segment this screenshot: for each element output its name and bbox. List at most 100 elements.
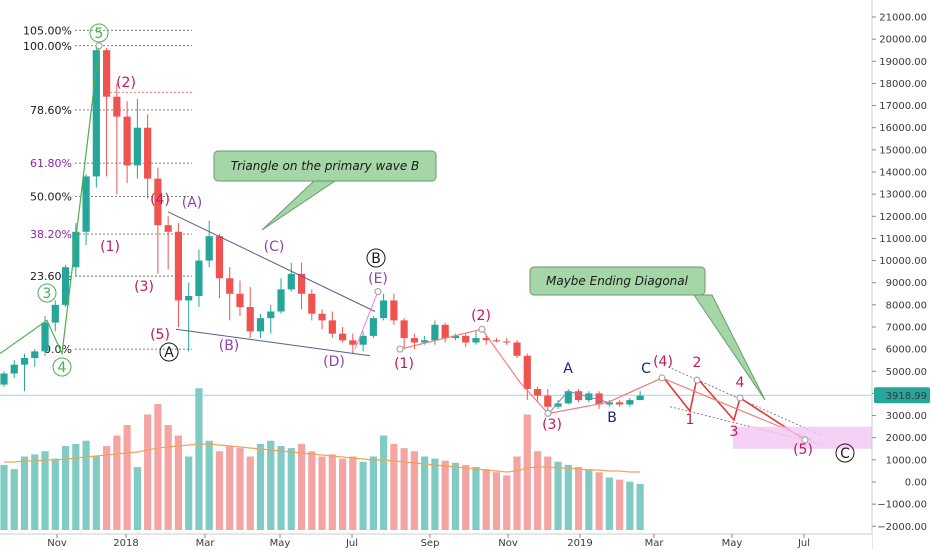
time-tick-label: Jul xyxy=(797,538,810,549)
wave-label: (B) xyxy=(219,338,240,354)
candle-body xyxy=(113,96,121,117)
candle-body xyxy=(236,293,244,308)
volume-bar xyxy=(20,456,29,530)
candle-body xyxy=(462,335,470,343)
wave-label: 1 xyxy=(686,412,695,428)
candle-body xyxy=(636,395,644,401)
wave-label: (2) xyxy=(116,75,136,91)
volume-bar xyxy=(451,462,460,530)
diagonal-upper xyxy=(667,366,823,436)
volume-bar xyxy=(400,448,408,530)
volume-bar xyxy=(31,454,39,530)
wave-label: (5) xyxy=(793,442,813,458)
wave-label: (5) xyxy=(150,327,170,343)
candle-body xyxy=(574,391,583,401)
volume-bar xyxy=(72,443,80,530)
volume-bar xyxy=(123,425,131,530)
volume-bar xyxy=(380,435,388,530)
candle-body xyxy=(451,335,460,339)
volume-bar xyxy=(308,451,316,530)
price-tick-label: 12000.00 xyxy=(879,212,927,223)
price-tick-label: −2000.00 xyxy=(877,522,927,533)
volume-bar xyxy=(574,467,583,530)
candle-body xyxy=(267,311,275,319)
wave-label: (1) xyxy=(100,239,120,255)
volume-bar xyxy=(226,446,234,530)
volume-bar xyxy=(287,448,295,530)
wave-label: (C) xyxy=(264,239,285,255)
volume-bar xyxy=(482,469,490,530)
current-price-label: 3918.99 xyxy=(886,391,927,402)
candle-body xyxy=(308,293,316,314)
annotation-text: Triangle on the primary wave B xyxy=(231,159,420,173)
candle-body xyxy=(72,231,80,268)
volume-bar xyxy=(410,451,418,530)
volume-bar xyxy=(256,443,265,530)
candle-body xyxy=(605,402,613,405)
price-tick-label: 9000.00 xyxy=(886,278,927,289)
volume-bar xyxy=(513,456,521,530)
wave-label: 3 xyxy=(43,286,52,302)
candle-body xyxy=(297,273,306,294)
volume-bar xyxy=(523,414,531,530)
time-tick-label: Mar xyxy=(196,538,216,549)
wave-label: C xyxy=(641,361,651,377)
price-tick-label: 7000.00 xyxy=(886,323,927,334)
volume-bar xyxy=(595,472,603,530)
volume-bar xyxy=(431,458,439,530)
volume-bar xyxy=(369,456,377,530)
price-tick-label: 11000.00 xyxy=(879,234,927,245)
wave-labels: 3 4 5 (1) (2) (3) (4) (5) A (A) (B) (C) (D) (E) B (1) (2… xyxy=(37,23,855,463)
wave-label: 2 xyxy=(693,355,702,371)
wave-label: A xyxy=(164,345,174,361)
time-tick-label: 2018 xyxy=(113,538,138,549)
candle-body xyxy=(133,127,141,166)
wave-label-circle xyxy=(835,443,855,463)
fib-label: 105.00% xyxy=(23,24,72,37)
candle-body xyxy=(595,393,603,405)
candle-body xyxy=(564,391,572,404)
candle-body xyxy=(215,236,224,279)
fib-levels: 105.00%100.00%78.60%61.80%50.00%38.20%23… xyxy=(0,24,872,396)
current-price-badge xyxy=(874,387,930,404)
abc-wave-line-red xyxy=(548,377,663,414)
price-tick-label: 0.00 xyxy=(905,478,927,489)
volume-bar xyxy=(144,414,152,530)
volume-bar xyxy=(164,425,172,530)
candle-body xyxy=(154,178,162,226)
annotation-text: Maybe Ending Diagonal xyxy=(546,274,689,288)
time-tick-label: Jul xyxy=(345,538,358,549)
candle-body xyxy=(31,351,39,358)
volume-bar xyxy=(318,456,326,530)
price-tick-label: 16000.00 xyxy=(879,123,927,134)
volume-bar xyxy=(554,461,562,530)
wave-label-circle xyxy=(89,23,109,43)
candle-body xyxy=(287,273,295,290)
wave-label: 5 xyxy=(95,26,104,42)
candlesticks xyxy=(0,45,644,412)
volume-bar xyxy=(544,456,552,530)
wave-label: (1) xyxy=(394,356,414,372)
time-tick-label: May xyxy=(270,538,291,549)
candle-body xyxy=(277,289,285,312)
volume-bar xyxy=(585,469,593,530)
volume-bar xyxy=(349,456,357,530)
candle-body xyxy=(185,296,193,301)
wave-point-marker xyxy=(396,345,404,353)
wave-label: (A) xyxy=(182,195,203,211)
wave-label: (E) xyxy=(368,271,388,287)
triangle-upper-line xyxy=(167,211,376,312)
price-tick-label: 5000.00 xyxy=(886,367,927,378)
volume-bar xyxy=(51,458,59,530)
volume-bar xyxy=(462,464,470,530)
volume-bar xyxy=(338,458,347,530)
wave-point-marker xyxy=(658,374,666,382)
volume-bar xyxy=(133,467,141,530)
volume-moving-average xyxy=(4,443,641,473)
volume-bar xyxy=(195,388,203,530)
price-tick-label: 18000.00 xyxy=(879,79,927,90)
time-tick-label: May xyxy=(722,538,743,549)
wave-label: 4 xyxy=(736,375,745,391)
